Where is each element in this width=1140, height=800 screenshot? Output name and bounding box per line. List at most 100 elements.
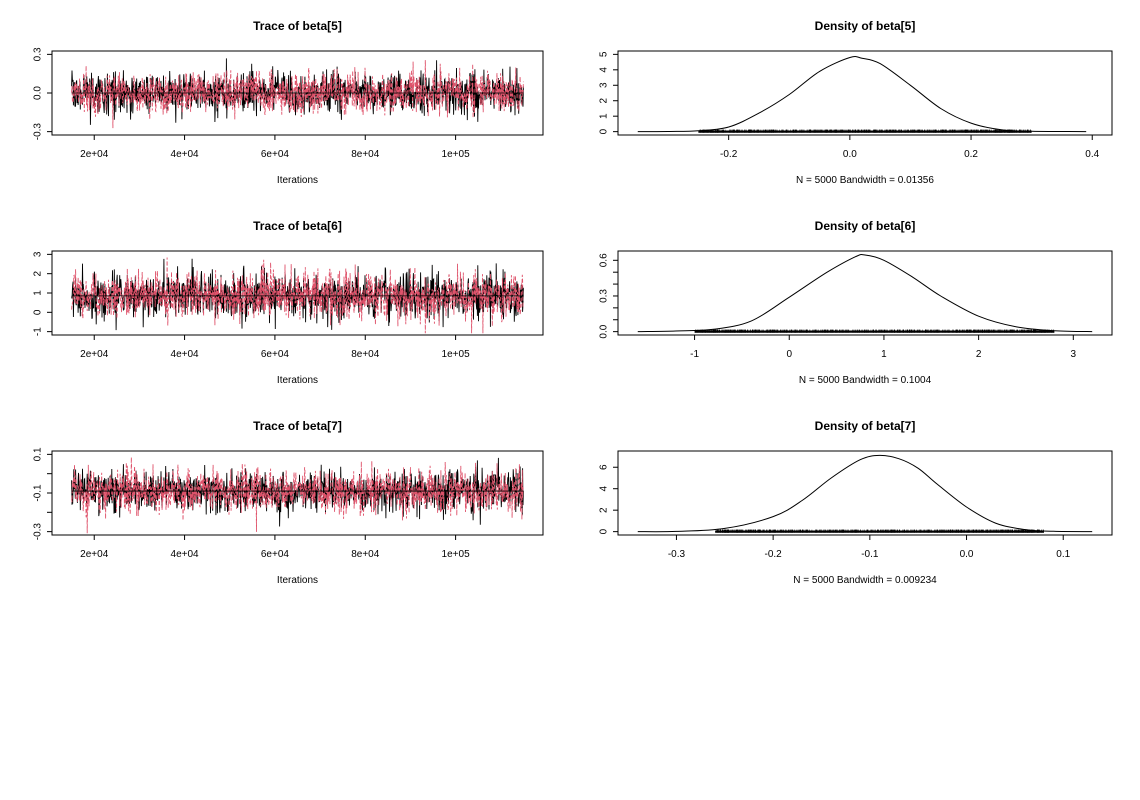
x-axis: 2e+04 4e+04 6e+04 8e+04 1e+05 Iterations <box>80 334 471 386</box>
y-tick-label: 2 <box>33 270 44 276</box>
y-axis: -0.3 -0.1 0.1 <box>33 447 53 541</box>
x-axis-label: N = 5000 Bandwidth = 0.009234 <box>793 575 937 586</box>
y-tick-label: 3 <box>599 82 610 88</box>
panel-title: Density of beta[5] <box>815 19 916 33</box>
y-tick-label: 1 <box>599 113 610 119</box>
y-tick-label: 6 <box>599 464 610 470</box>
y-tick-label: 4 <box>599 67 610 73</box>
trace-series-1 <box>71 457 524 527</box>
panel-3: Trace of beta[6] 2e+04 4e+04 6e+04 8e+04 1e+0… <box>33 219 544 386</box>
x-axis-label: N = 5000 Bandwidth = 0.1004 <box>799 375 932 386</box>
x-tick-label: -0.3 <box>668 549 686 560</box>
plot-area <box>71 457 524 534</box>
y-tick-label: 0.0 <box>33 86 44 100</box>
y-tick-label: 0.3 <box>599 289 610 303</box>
x-tick-label: -1 <box>690 349 699 360</box>
x-tick-label: 4e+04 <box>171 349 200 360</box>
density-curve <box>637 55 1087 133</box>
x-tick-label: 8e+04 <box>351 549 380 560</box>
trace-series-2 <box>71 457 524 534</box>
panel-4: Density of beta[6] -1 0 1 2 3 N = 5000 Bandwid… <box>599 219 1113 386</box>
y-tick-label: 0.1 <box>33 447 44 461</box>
y-axis: 0 2 4 6 <box>599 464 619 534</box>
x-axis-label: Iterations <box>277 575 318 586</box>
x-axis: 2e+04 4e+04 6e+04 8e+04 1e+05 Iterations <box>80 134 471 186</box>
x-axis: 2e+04 4e+04 6e+04 8e+04 1e+05 Iterations <box>80 534 471 586</box>
density-curve <box>637 254 1093 333</box>
panel-title: Trace of beta[7] <box>253 419 342 433</box>
density-curve <box>637 454 1093 533</box>
x-tick-label: 8e+04 <box>351 349 380 360</box>
y-tick-label: 1 <box>33 290 44 296</box>
x-tick-label: 6e+04 <box>261 549 290 560</box>
plot-area <box>71 58 524 129</box>
y-tick-label: 2 <box>599 98 610 104</box>
x-tick-label: 2e+04 <box>80 149 109 160</box>
x-tick-label: -0.2 <box>765 549 783 560</box>
x-tick-label: -0.2 <box>720 149 738 160</box>
x-tick-label: 4e+04 <box>171 549 200 560</box>
plot-frame <box>617 450 1113 536</box>
x-tick-label: -0.1 <box>861 549 879 560</box>
panel-2: Density of beta[5] -0.2 0.0 0.2 0.4 N = 5000 … <box>599 19 1113 186</box>
y-tick-label: -0.3 <box>33 523 44 541</box>
y-axis: 0.0 0.3 0.6 <box>599 253 619 339</box>
panel-1: Trace of beta[5] 2e+04 4e+04 6e+04 8e+04 1e+0… <box>33 19 544 186</box>
y-axis: -1 0 1 2 3 <box>33 251 53 336</box>
plot-area <box>71 257 524 334</box>
x-tick-label: 0.2 <box>964 149 978 160</box>
y-tick-label: -1 <box>33 327 44 336</box>
y-tick-label: 0 <box>599 128 610 134</box>
plot-area <box>637 55 1087 133</box>
x-tick-label: 8e+04 <box>351 149 380 160</box>
y-tick-label: 0 <box>33 309 44 315</box>
x-tick-label: 4e+04 <box>171 149 200 160</box>
x-axis-label: Iterations <box>277 175 318 186</box>
x-tick-label: 1 <box>881 349 887 360</box>
y-tick-label: -0.1 <box>33 484 44 502</box>
panel-5: Trace of beta[7] 2e+04 4e+04 6e+04 8e+04 1e+0… <box>33 419 544 586</box>
plot-area <box>637 454 1093 533</box>
y-tick-label: 0.3 <box>33 47 44 61</box>
x-axis: -0.2 0.0 0.2 0.4 N = 5000 Bandwidth = 0.0135… <box>720 134 1100 186</box>
y-axis: -0.3 0.0 0.3 <box>33 47 53 141</box>
y-tick-label: 2 <box>599 507 610 513</box>
x-tick-label: 2e+04 <box>80 349 109 360</box>
plot-area <box>637 254 1093 333</box>
x-axis-label: Iterations <box>277 375 318 386</box>
x-tick-label: 0.4 <box>1085 149 1099 160</box>
x-tick-label: 0.0 <box>843 149 857 160</box>
y-tick-label: 5 <box>599 51 610 57</box>
x-axis: -1 0 1 2 3 N = 5000 Bandwidth = 0.1004 <box>690 334 1077 386</box>
x-tick-label: 6e+04 <box>261 149 290 160</box>
plot-frame <box>617 50 1113 136</box>
x-axis: -0.3 -0.2 -0.1 0.0 0.1 N = 5000 Bandwidth = 0… <box>668 534 1071 586</box>
x-tick-label: 2 <box>976 349 982 360</box>
trace-series-1 <box>71 258 524 331</box>
y-tick-label: -0.3 <box>33 123 44 141</box>
panel-title: Trace of beta[6] <box>253 219 342 233</box>
panel-6: Density of beta[7] -0.3 -0.2 -0.1 0.0 0.1 N = … <box>599 419 1113 586</box>
x-tick-label: 2e+04 <box>80 549 109 560</box>
x-tick-label: 0.0 <box>960 549 974 560</box>
y-axis: 0 1 2 3 4 5 <box>599 51 619 134</box>
trace-series-2 <box>71 60 524 129</box>
plot-frame <box>617 250 1113 336</box>
x-tick-label: 1e+05 <box>442 349 471 360</box>
trace-series-2 <box>71 257 524 334</box>
x-tick-label: 1e+05 <box>442 149 471 160</box>
x-tick-label: 6e+04 <box>261 349 290 360</box>
y-tick-label: 3 <box>33 251 44 257</box>
x-tick-label: 1e+05 <box>442 549 471 560</box>
x-axis-label: N = 5000 Bandwidth = 0.01356 <box>796 175 934 186</box>
panel-title: Density of beta[6] <box>815 219 916 233</box>
y-tick-label: 0 <box>599 528 610 534</box>
panel-title: Trace of beta[5] <box>253 19 342 33</box>
x-tick-label: 3 <box>1071 349 1077 360</box>
y-tick-label: 4 <box>599 485 610 491</box>
panel-title: Density of beta[7] <box>815 419 916 433</box>
y-tick-label: 0.6 <box>599 253 610 267</box>
y-tick-label: 0.0 <box>599 324 610 338</box>
x-tick-label: 0 <box>786 349 792 360</box>
